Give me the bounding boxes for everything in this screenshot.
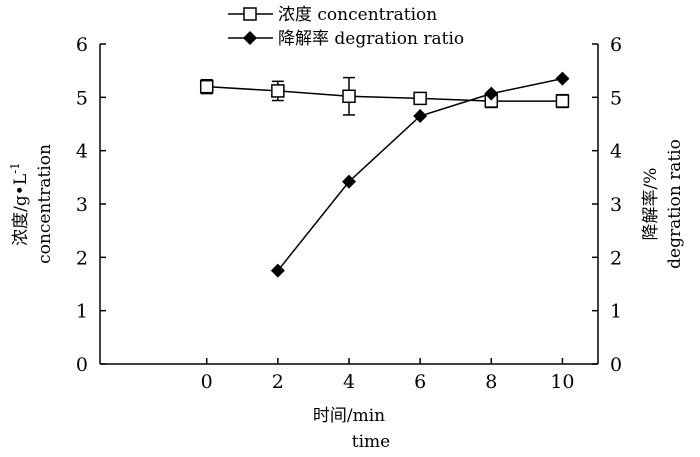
y-axis-label-main: 浓度/g•L — [11, 174, 31, 246]
y2-axis-label: 降解率/% — [641, 168, 661, 241]
y2-tick-label: 6 — [610, 34, 622, 56]
degradation-point — [270, 263, 285, 278]
degradation-line — [277, 77, 563, 272]
concentration-point — [413, 91, 427, 106]
x-tick-label: 0 — [201, 371, 213, 393]
series-concentration — [199, 76, 570, 116]
y2-axis-label-en: degration ratio — [665, 139, 685, 269]
concentration-line — [206, 85, 563, 102]
y2-tick-label: 2 — [610, 247, 622, 269]
concentration-point — [271, 84, 285, 98]
x-tick-label: 8 — [485, 371, 497, 393]
y-axis-label-superscript: -1 — [8, 162, 22, 174]
legend: 浓度 concentration 降解率 degration ratio — [228, 5, 464, 49]
degradation-point — [484, 86, 499, 101]
y2-tick-label: 5 — [610, 87, 622, 109]
y-tick-label: 3 — [76, 194, 88, 216]
x-axis-ticks: 0 2 4 6 8 10 — [201, 358, 575, 393]
concentration-point — [342, 89, 356, 104]
degradation-point — [413, 109, 428, 123]
y-tick-label: 6 — [76, 34, 88, 56]
degradation-point — [555, 71, 570, 86]
concentration-point — [199, 79, 214, 94]
y2-tick-label: 3 — [610, 194, 622, 216]
series-degradation — [270, 71, 570, 278]
y2-tick-label: 1 — [610, 301, 622, 323]
y-tick-label: 2 — [76, 247, 88, 269]
x-tick-label: 10 — [550, 371, 574, 393]
y-tick-label: 1 — [76, 301, 88, 323]
legend-marker-concentration — [243, 7, 257, 21]
y-axis-ticks: 0 1 2 3 4 5 6 — [76, 34, 106, 376]
concentration-point — [555, 94, 570, 108]
legend-marker-degradation — [243, 31, 257, 45]
y-tick-label: 4 — [76, 141, 88, 163]
y-tick-label: 5 — [76, 87, 88, 109]
y-axis-label: 浓度/g•L-1 — [8, 162, 31, 246]
y2-tick-label: 4 — [610, 141, 622, 163]
x-tick-label: 2 — [272, 371, 284, 393]
y2-axis-title: 降解率/% degration ratio — [641, 139, 685, 269]
x-tick-label: 4 — [343, 371, 355, 393]
legend-label-degradation: 降解率 degration ratio — [278, 29, 464, 49]
legend-label-concentration: 浓度 concentration — [278, 5, 437, 25]
y-tick-label: 0 — [76, 354, 88, 376]
y2-axis-ticks: 0 1 2 3 4 5 6 — [592, 34, 622, 376]
y-axis-title: 浓度/g•L-1 concentration — [8, 144, 55, 264]
y2-tick-label: 0 — [610, 354, 622, 376]
x-axis-title: 时间/min time — [313, 406, 390, 452]
x-tick-label: 6 — [414, 371, 426, 393]
x-axis-label: 时间/min — [313, 406, 385, 426]
degradation-point — [342, 174, 356, 189]
x-axis-label-en: time — [352, 432, 390, 452]
y-axis-label-en: concentration — [35, 144, 55, 264]
